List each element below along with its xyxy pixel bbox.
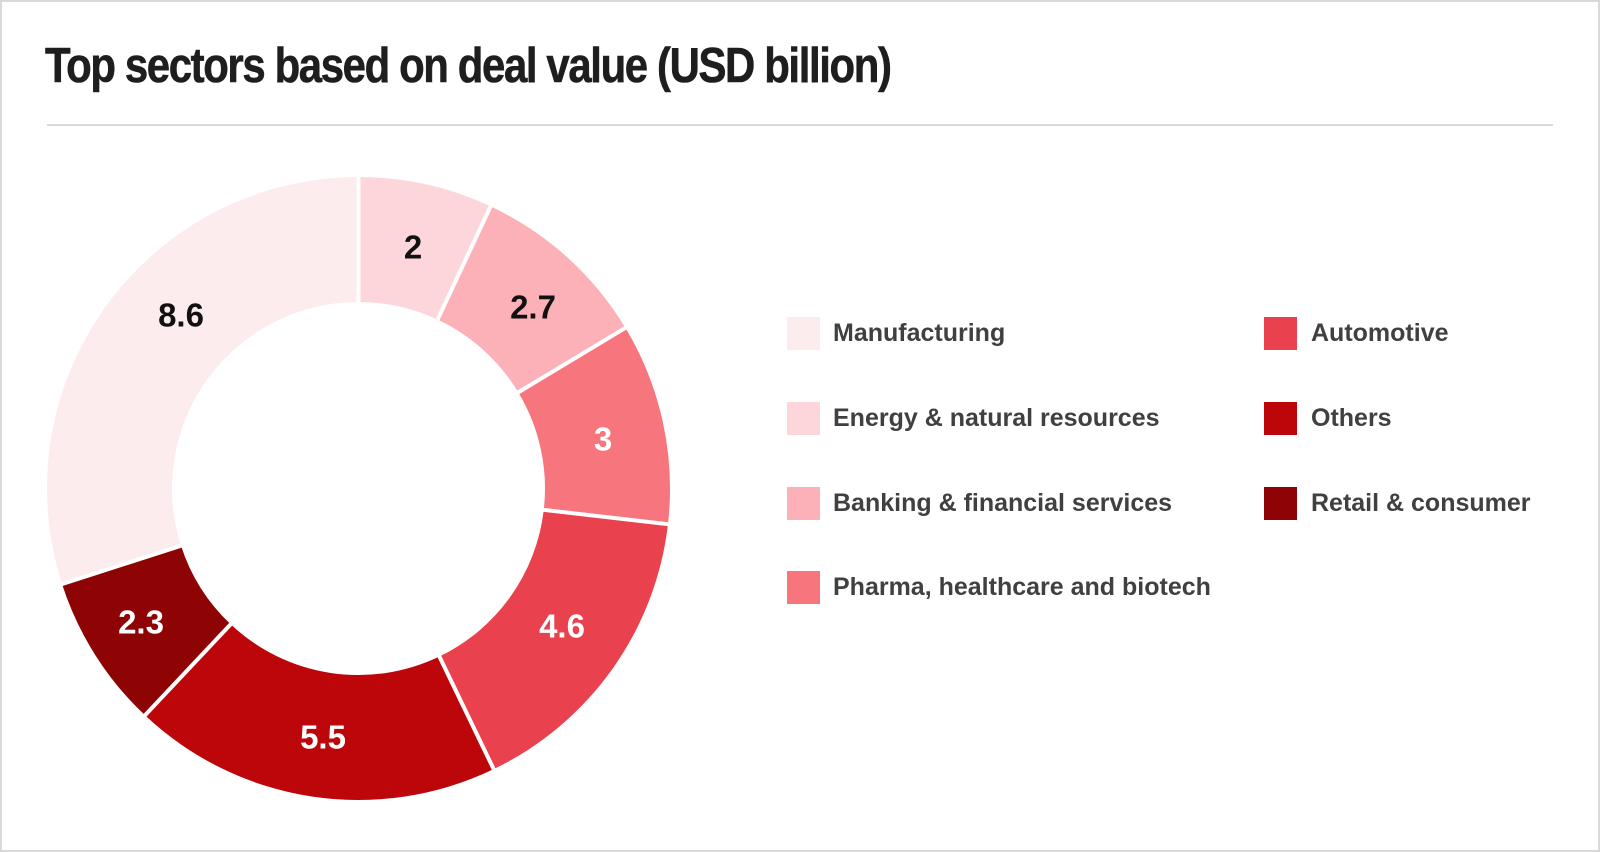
svg-text:2.3: 2.3 bbox=[118, 604, 164, 641]
svg-text:4.6: 4.6 bbox=[539, 608, 585, 645]
svg-text:2: 2 bbox=[404, 229, 422, 266]
svg-text:8.6: 8.6 bbox=[158, 297, 204, 334]
svg-text:5.5: 5.5 bbox=[300, 719, 346, 756]
svg-text:3: 3 bbox=[594, 421, 612, 458]
svg-text:2.7: 2.7 bbox=[510, 289, 556, 326]
